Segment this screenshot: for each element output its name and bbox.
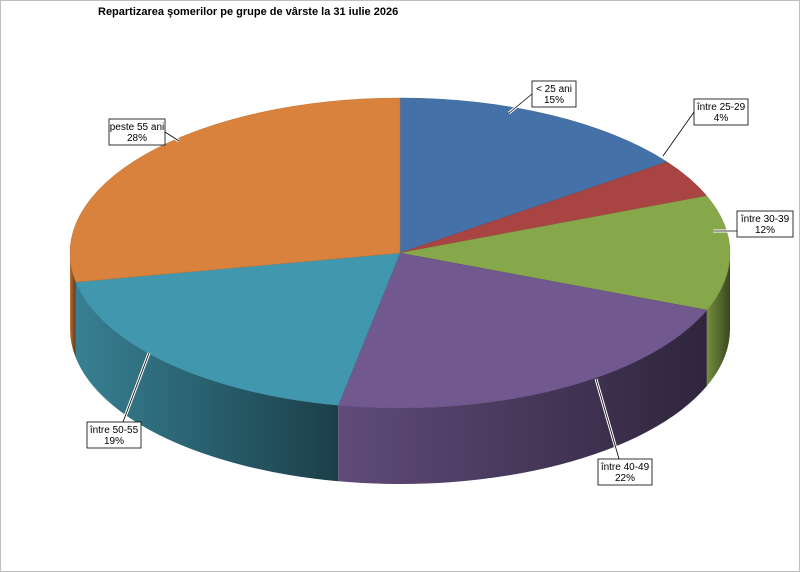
- slice-percent: 12%: [755, 225, 775, 236]
- pie-slice-3: [337, 252, 708, 409]
- slice-label: < 25 ani: [536, 84, 572, 95]
- label-box: [108, 118, 166, 146]
- label-box: [86, 421, 142, 449]
- slice-percent: 22%: [615, 473, 635, 484]
- pie-side-5: [70, 253, 76, 359]
- leader-line: [595, 378, 620, 460]
- chart-title: Repartizarea şomerilor pe grupe de vârst…: [98, 6, 399, 18]
- data-label-1: între 25-294%: [661, 98, 749, 157]
- label-box: [736, 210, 794, 238]
- label-box: [693, 98, 749, 126]
- label-box: [597, 458, 653, 486]
- pie-slice-0: [399, 97, 668, 254]
- slice-label: între 40-49: [600, 462, 650, 473]
- slice-percent: 19%: [104, 436, 124, 447]
- slice-percent: 4%: [714, 113, 729, 124]
- slice-label: între 30-39: [740, 214, 790, 225]
- pie-slice-2: [399, 195, 731, 311]
- slice-label: între 50-55: [89, 425, 139, 436]
- slice-label: peste 55 ani: [110, 122, 165, 133]
- slice-percent: 15%: [544, 95, 564, 106]
- pie-side-4: [75, 282, 339, 482]
- pie-slices: [69, 97, 731, 409]
- leader-line: [122, 352, 150, 423]
- label-box: [531, 80, 577, 108]
- slice-label: între 25-29: [696, 102, 746, 113]
- pie-slice-5: [69, 97, 401, 283]
- slice-percent: 28%: [127, 133, 147, 144]
- pie-slice-4: [75, 252, 401, 406]
- pie-side-2: [706, 253, 730, 387]
- leader-line: [662, 111, 695, 157]
- leader-line: [508, 93, 533, 114]
- leader-line: [164, 131, 180, 142]
